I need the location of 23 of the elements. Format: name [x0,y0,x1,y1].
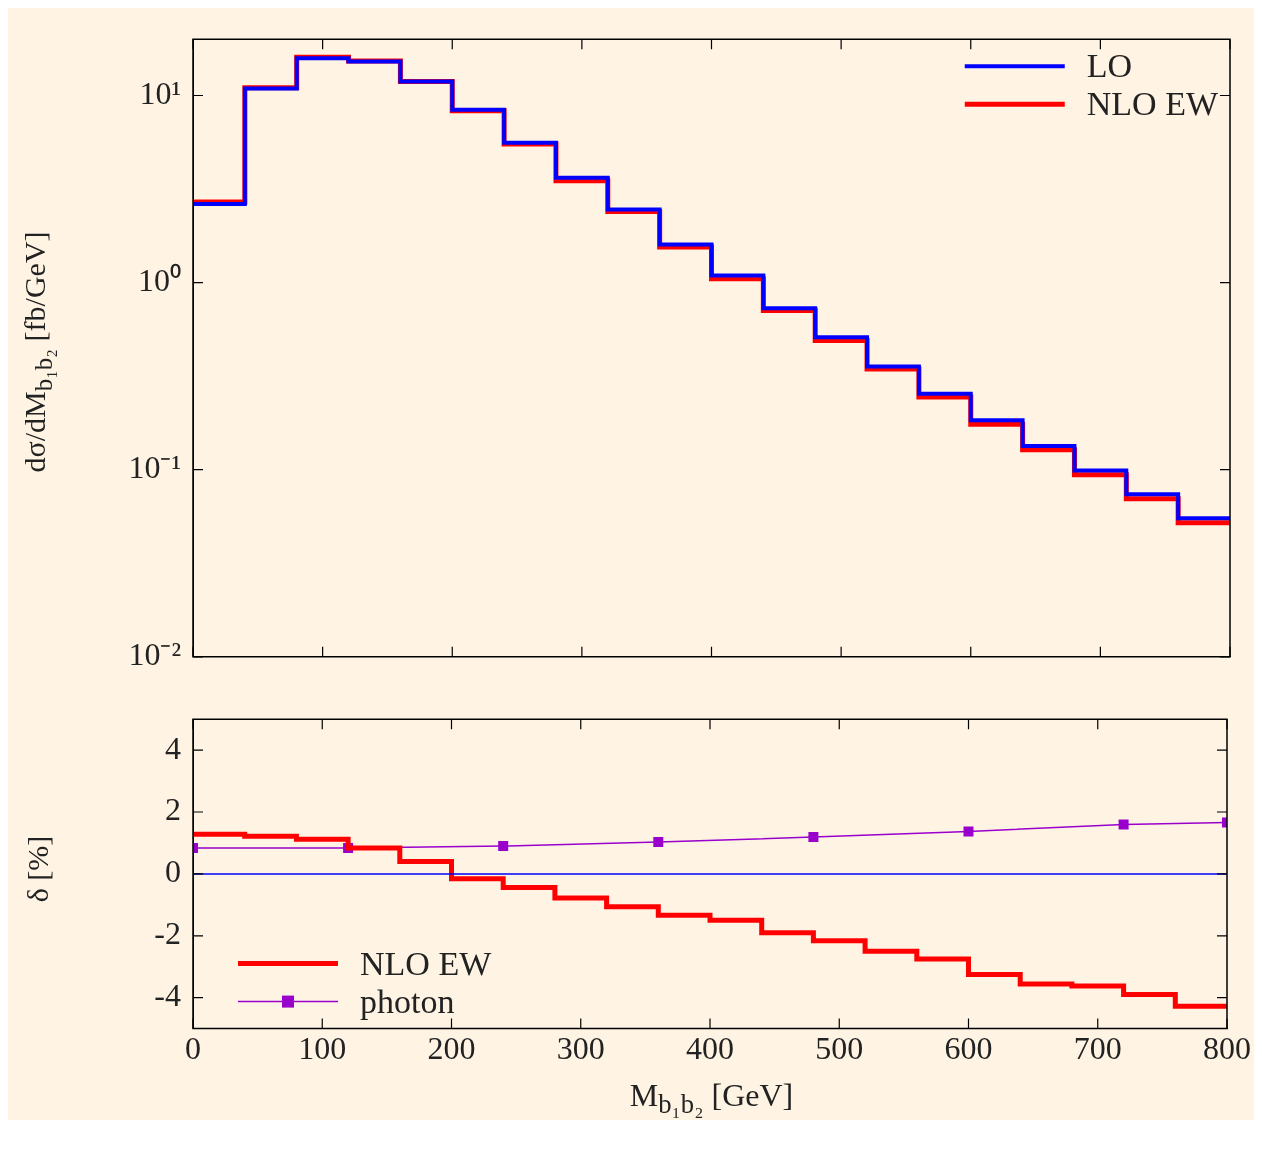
x-tick-label: 100 [298,1030,347,1067]
y-tick-label: -2 [154,915,181,952]
y-tick-label: 10⁻² [128,636,181,673]
x-tick-label: 800 [1203,1030,1251,1067]
y-tick-label: 10¹ [139,74,181,111]
legend-label: NLO EW [1086,85,1219,123]
y-tick-label: 0 [165,853,181,890]
x-tick-label: 400 [686,1030,734,1067]
y-tick-label: 2 [165,791,181,828]
y-tick-label: 10⁻¹ [128,449,181,486]
legend-label: LO [1086,47,1133,85]
x-tick-label: 200 [427,1030,476,1067]
y-axis-title: δ [%] [21,835,55,903]
legend-label: photon [360,982,455,1020]
x-tick-label: 300 [556,1030,605,1067]
legend-label: NLO EW [360,944,493,982]
y-tick-label: 4 [165,729,181,766]
x-tick-label: 500 [815,1030,864,1067]
x-axis-title: M$_{b₁b₂}$ [GeV] [628,1077,795,1121]
y-tick-label: -4 [154,977,181,1014]
y-tick-label: 10⁰ [138,262,181,299]
x-tick-label: 700 [1073,1030,1122,1067]
x-tick-label: 600 [944,1030,993,1067]
